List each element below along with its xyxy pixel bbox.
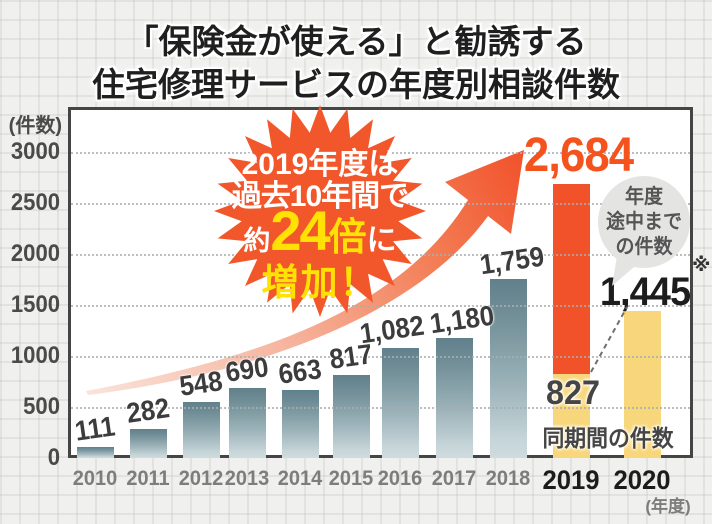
- bar-2020-partial-year: [623, 311, 661, 458]
- y-tick-label: 500: [23, 393, 60, 420]
- bar: [182, 402, 220, 458]
- x-year-label: 2010: [72, 467, 118, 490]
- y-tick-label: 2500: [10, 189, 61, 216]
- x-year-label: 2017: [431, 467, 477, 490]
- same-period-caption: 同期間の件数: [542, 425, 674, 451]
- y-axis-unit-label: (件数): [8, 115, 62, 137]
- bar: [129, 429, 167, 458]
- y-tick-label: 2000: [10, 240, 61, 267]
- x-year-label: 2015: [328, 467, 374, 490]
- x-year-label: 2020: [613, 465, 671, 495]
- bubble-line-1: 年度: [625, 185, 663, 208]
- x-year-label: 2011: [126, 467, 170, 490]
- burst-line-3: 約 24 倍 に: [210, 203, 430, 261]
- page-title: 「保険金が使える」と勧誘する 住宅修理サービスの年度別相談件数: [0, 20, 712, 106]
- bar-2019-remainder-segment: [552, 184, 590, 374]
- burst-line-2: 過去10年間で: [231, 180, 409, 213]
- burst-times-text: 倍: [328, 217, 367, 259]
- bar-2019-same-period-segment: [552, 374, 590, 458]
- x-year-label: 2016: [377, 467, 423, 490]
- x-year-label: 2013: [224, 467, 270, 490]
- y-tick-label: 0: [47, 444, 60, 471]
- value-label-2020: 1,445: [599, 270, 691, 314]
- burst-line-4: 増加！: [261, 262, 379, 303]
- burst-multiplier-number: 24: [270, 199, 330, 262]
- value-label-2019: 2,684: [523, 129, 634, 182]
- x-year-label: 2018: [485, 467, 531, 490]
- bar: [228, 388, 266, 458]
- x-axis-unit-label: (年度): [645, 497, 691, 516]
- y-tick-label: 3000: [10, 138, 61, 165]
- title-line-1: 「保険金が使える」と勧誘する: [125, 23, 587, 60]
- burst-particle-text: に: [366, 224, 397, 257]
- bar: [332, 375, 370, 458]
- title-line-2: 住宅修理サービスの年度別相談件数: [92, 66, 620, 103]
- gridline: [71, 407, 690, 409]
- burst-approx-text: 約: [243, 226, 271, 256]
- x-year-label: 2012: [178, 467, 224, 490]
- asterisk-mark: ※: [692, 255, 711, 276]
- y-tick-label: 1500: [10, 291, 61, 318]
- partial-year-bubble: 年度 途中まで の件数: [598, 176, 690, 268]
- bar: [76, 447, 114, 458]
- bubble-line-3: の件数: [615, 235, 673, 258]
- x-year-label: 2019: [542, 465, 600, 495]
- x-year-label: 2014: [277, 467, 323, 490]
- bubble-line-2: 途中まで: [606, 210, 682, 233]
- y-tick-label: 1000: [10, 342, 61, 369]
- bar: [281, 390, 319, 458]
- burst-line-1: 2019年度は: [241, 148, 399, 181]
- same-period-value-label: 827: [546, 374, 600, 412]
- gridline: [71, 356, 690, 358]
